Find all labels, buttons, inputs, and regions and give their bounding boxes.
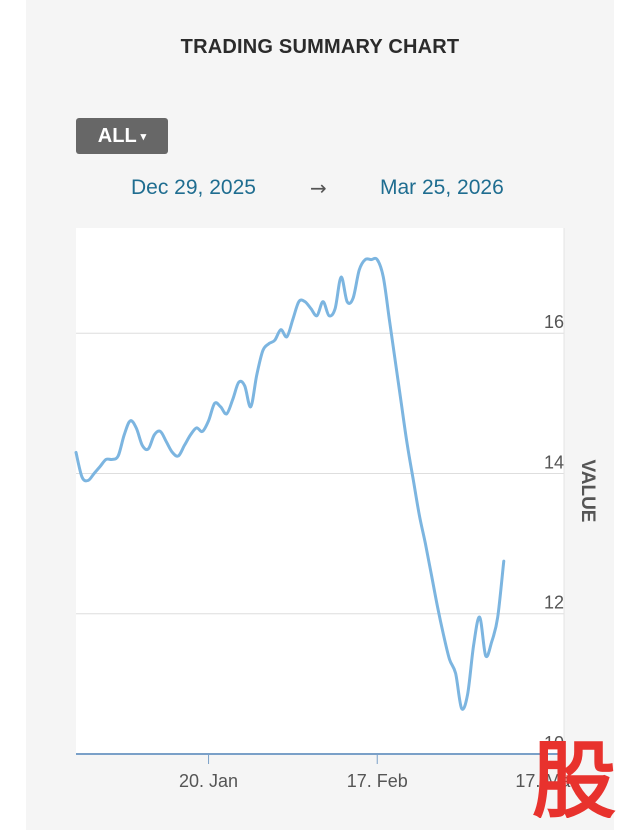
watermark-glyph: 股: [532, 734, 616, 818]
range-selector-label: ALL: [97, 125, 137, 147]
plot-area: [76, 228, 564, 754]
range-selector-button[interactable]: ALL ▾: [76, 118, 168, 154]
y-axis-title: VALUE: [577, 460, 598, 523]
arrow-right-icon: →: [310, 176, 327, 200]
y-tick-label: 14: [544, 452, 564, 472]
x-tick-label: 20. Jan: [179, 771, 238, 791]
grid-lines: [76, 228, 565, 754]
date-range-start[interactable]: Dec 29, 2025: [131, 176, 256, 199]
y-tick-label: 12: [544, 593, 564, 613]
series-line-group: [74, 256, 506, 711]
y-tick-label: 10: [544, 733, 564, 753]
y-axis-tick-labels: 16 14 12 10: [544, 312, 564, 753]
y-tick-label: 16: [544, 312, 564, 332]
x-tick-label: 17. Mar: [515, 771, 576, 791]
date-range-end[interactable]: Mar 25, 2026: [380, 176, 504, 199]
series-line: [74, 256, 506, 711]
page-title: TRADING SUMMARY CHART: [180, 36, 460, 58]
watermark-logo: 股: [532, 734, 616, 818]
x-tick-label: 17. Feb: [347, 771, 408, 791]
x-axis: 20. Jan 17. Feb 17. Mar: [76, 753, 576, 791]
chevron-down-icon: ▾: [140, 131, 147, 143]
